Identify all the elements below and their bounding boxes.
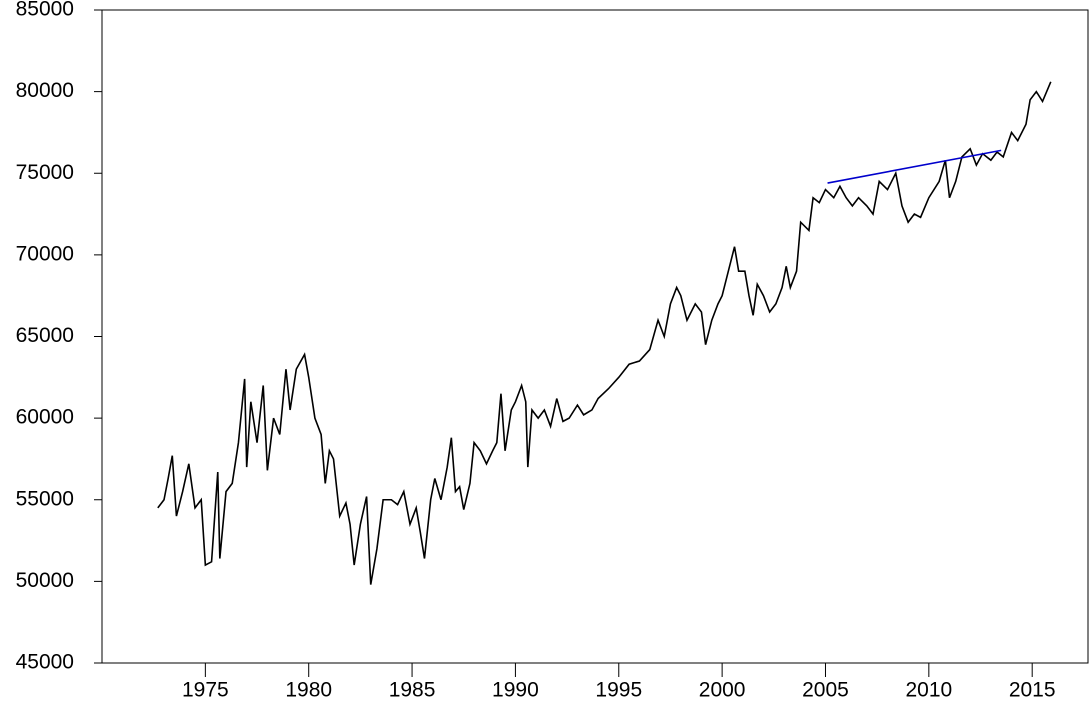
x-tick-label: 2000 <box>699 679 746 702</box>
x-tick-label: 1985 <box>389 679 436 702</box>
x-tick-label: 1995 <box>595 679 642 702</box>
y-tick-label: 75000 <box>16 161 74 184</box>
x-tick-label: 1980 <box>285 679 332 702</box>
y-tick-label: 60000 <box>16 406 74 429</box>
y-tick-label: 85000 <box>16 0 74 21</box>
plot-frame <box>101 9 1089 664</box>
x-tick-label: 2010 <box>905 679 952 702</box>
x-tick-label: 1975 <box>182 679 229 702</box>
y-tick-label: 80000 <box>16 79 74 102</box>
x-tick-label: 2005 <box>802 679 849 702</box>
x-tick-label: 1990 <box>492 679 539 702</box>
line-series <box>157 81 1052 585</box>
y-tick-label: 65000 <box>16 324 74 347</box>
y-tick-label: 55000 <box>16 487 74 510</box>
y-tick-label: 45000 <box>16 651 74 674</box>
x-tick-label: 2015 <box>1009 679 1056 702</box>
y-tick-label: 50000 <box>16 569 74 592</box>
line-series <box>827 149 1002 184</box>
y-tick-label: 70000 <box>16 242 74 265</box>
